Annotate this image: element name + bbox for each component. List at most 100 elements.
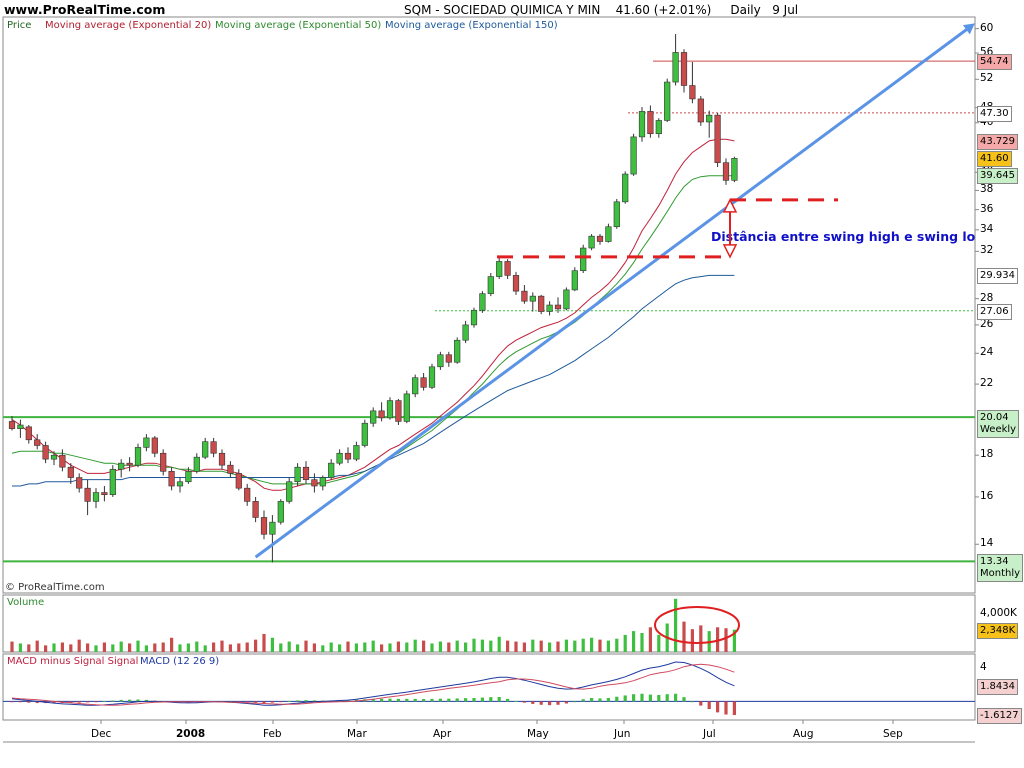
candle-body [496,261,503,277]
macd-title: MACD (12 26 9) [140,656,220,667]
macd-histogram-bar [128,699,132,702]
macd-histogram-bar [640,693,644,702]
candle-body [647,111,654,135]
volume-bar [128,643,132,652]
macd-histogram-bar [18,701,22,703]
macd-histogram-bar [506,698,510,702]
moving-average-line [12,274,735,487]
price-box-label: 13.34 Monthly [977,554,1024,583]
macd-histogram-bar [102,701,106,703]
volume-bar [363,642,367,652]
macd-histogram-bar [346,699,350,702]
volume-bar [170,637,174,652]
macd-histogram-bar [598,698,602,702]
volume-bar [228,644,232,652]
x-axis-label: Dec [91,728,112,740]
volume-bar [573,640,577,652]
macd-histogram-bar [674,693,678,702]
volume-bar [623,634,627,652]
price-box-note: Monthly [980,568,1021,580]
candle-body [34,439,41,446]
candle-body [168,471,175,487]
candle-body [538,295,545,312]
volume-bar [716,627,720,652]
candle-body [386,400,394,419]
volume-bar [590,637,594,652]
moving-average-line [11,138,735,491]
macd-signal-title: MACD minus Signal Signal [7,656,139,667]
candle-body [67,466,74,478]
x-axis-label: Sep [883,728,903,740]
candle-body [462,324,469,341]
candle-body [59,454,66,468]
volume-bar [724,628,728,652]
volume-bar [430,643,434,652]
macd-histogram-bar [413,698,417,702]
volume-bar [27,644,31,652]
candle-body [546,304,553,312]
y-tick-label: 32 [980,244,994,257]
volume-bar [287,641,291,652]
candle-body [151,437,158,454]
macd-histogram-bar [548,701,552,706]
volume-bar [380,644,384,652]
x-axis-label: Aug [793,728,814,740]
volume-bar [52,643,56,652]
volume-bar [346,641,350,652]
x-axis-label: Feb [263,728,282,740]
volume-bar [270,637,274,652]
signal-line [11,663,735,706]
volume-bar [69,644,73,652]
y-tick-label: 18 [980,448,994,461]
price-box-label: 41.60 [977,151,1012,168]
legend-ema150: Moving average (Exponential 150) [385,20,558,31]
macd-histogram-bar [430,698,434,702]
x-axis-label: May [527,728,549,740]
macd-histogram-bar [296,700,300,702]
macd-histogram-bar [77,701,81,703]
volume-bar [102,642,106,652]
candle-body [25,426,32,441]
candle-body [160,452,167,472]
instrument-name: SQM - SOCIEDAD QUIMICA Y MIN [404,3,601,17]
macd-histogram-bar [144,699,148,702]
candle-body [328,462,335,478]
volume-panel-frame [2,594,976,653]
macd-price-box: -1.6127 [977,708,1022,725]
candle-body [210,441,217,454]
macd-histogram-bar [279,701,283,703]
volume-bar [245,642,249,652]
candle-body [252,501,259,518]
macd-histogram-bar [388,698,392,702]
macd-histogram-bar [716,701,720,713]
macd-histogram-bar [480,697,484,702]
candle-body [470,309,478,326]
macd-histogram-bar [287,700,291,702]
macd-panel-frame [2,653,976,721]
candle-body [554,304,562,310]
macd-histogram-bar [254,701,258,703]
macd-histogram-bar [573,701,577,703]
volume-bar [86,643,90,652]
macd-tick-label: 4 [980,660,987,673]
volume-bar [405,642,409,652]
y-tick-label: 24 [980,346,994,359]
candle-body [731,158,738,181]
macd-histogram-bar [10,701,14,703]
volume-bar [413,639,417,652]
macd-histogram-bar [615,696,619,702]
site-name[interactable]: www.ProRealTime.com [4,2,166,17]
volume-bar [354,643,358,652]
volume-price-box: 2,348K [977,622,1019,639]
price-box-label: 39.645 [977,168,1018,185]
y-tick-label: 52 [980,72,994,85]
moving-average-line [11,175,735,485]
candle-body [143,437,150,448]
copyright-text: © ProRealTime.com [5,582,105,593]
macd-histogram-bar [724,701,728,715]
candle-body [8,421,16,429]
volume-bar [186,643,190,652]
volume-bar [539,640,543,652]
volume-bar [699,625,703,652]
